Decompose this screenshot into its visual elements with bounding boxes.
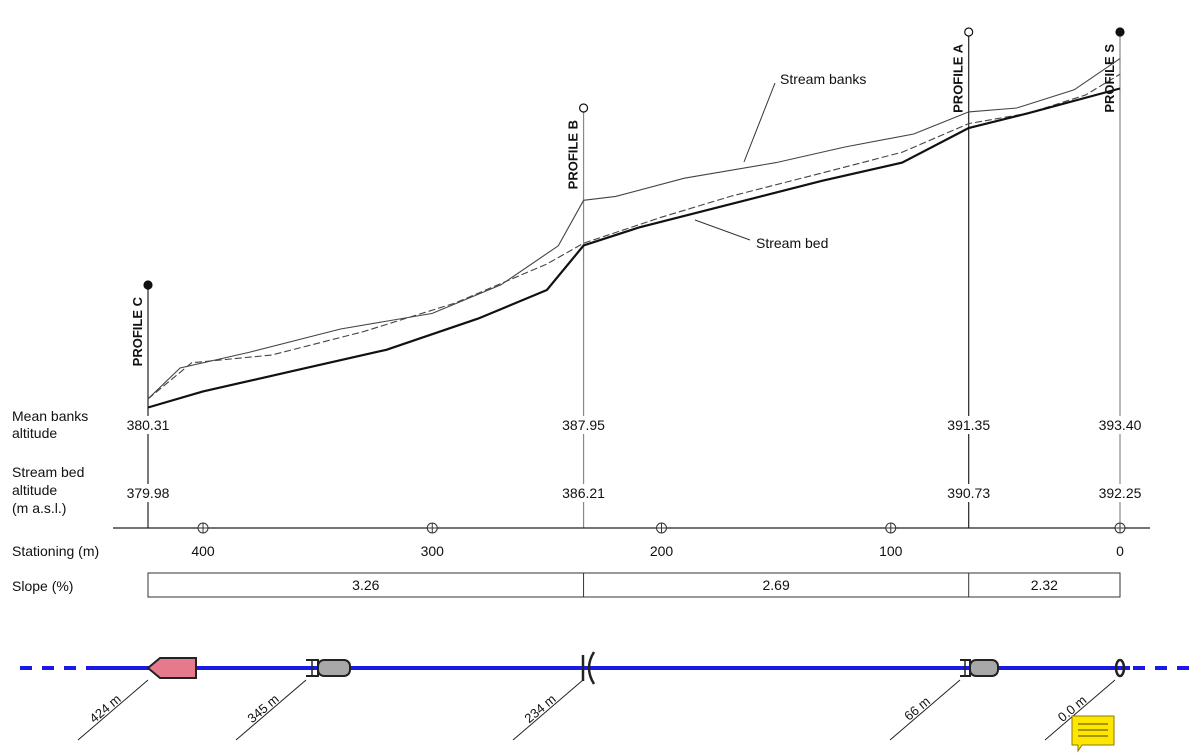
series-line-2 [147,87,1121,409]
profile-marker-2 [964,27,974,37]
profile-name-1: PROFILE B [566,120,581,189]
station-label-4: 0 [1116,543,1124,559]
outlet-structure-icon [146,657,197,679]
mean-banks-value-2: 391.35 [947,417,990,433]
banks-leader-line [743,82,776,163]
comment-note-icon[interactable] [1071,715,1115,753]
slope-value-2: 2.32 [1031,577,1058,593]
bed-altitude-value-1: 386.21 [562,485,605,501]
station-label-2: 200 [650,543,674,559]
banks-annotation: Stream banks [780,71,866,87]
distance-label-2: 234 m [521,691,558,726]
culvert-345-icon [306,659,351,677]
profile-name-3: PROFILE S [1102,44,1117,113]
profile-name-2: PROFILE A [951,43,966,112]
mean-banks-value-3: 393.40 [1099,417,1142,433]
profile-marker-3 [1115,27,1125,37]
bridge-icon [581,651,596,685]
altitude-values: 380.31 379.98 387.95 386.21 391.35 390.73 393.… [124,416,1144,502]
slope-value-0: 3.26 [352,577,379,593]
stationing-label: Stationing (m) [12,543,99,559]
station-label-0: 400 [191,543,215,559]
profile-lines: PROFILE C PROFILE B PROFILE A PROFILE S [130,27,1125,528]
distance-leader-2 [512,679,584,741]
mean-banks-value-0: 380.31 [127,417,170,433]
slope-box [147,572,1121,598]
bed-altitude-label: Stream bed altitude (m a.s.l.) [12,464,84,516]
channel-structures [146,651,1126,685]
bed-leader-line [694,219,751,241]
value-backdrop [1096,484,1144,502]
bed-altitude-value-3: 392.25 [1099,485,1142,501]
source-icon [1114,658,1126,678]
culvert-66-icon [960,659,999,677]
slope-label: Slope (%) [12,578,73,594]
slope-row: 3.26 2.69 2.32 [147,572,1121,598]
series-line-0 [147,58,1121,400]
bed-annotation: Stream bed [756,235,828,251]
value-backdrop [124,416,172,434]
distance-label-0: 424 m [86,691,123,726]
bed-altitude-value-0: 379.98 [127,485,170,501]
distance-leader-0 [77,679,149,741]
value-backdrop [945,416,993,434]
structure-distances: 424 m 345 m 234 m 66 m 0.0 m [77,679,1116,741]
value-backdrop [560,484,608,502]
stationing-ticks: 400 300 200 100 0 [191,522,1126,559]
value-backdrop [560,416,608,434]
distance-leader-4 [1044,679,1116,741]
station-label-1: 300 [421,543,445,559]
mean-banks-value-1: 387.95 [562,417,605,433]
bed-altitude-value-2: 390.73 [947,485,990,501]
profile-marker-0 [143,280,153,290]
distance-leader-3 [889,679,961,741]
slope-value-1: 2.69 [763,577,790,593]
value-backdrop [124,484,172,502]
mean-banks-label: Mean banks altitude [12,408,88,441]
station-label-3: 100 [879,543,903,559]
value-backdrop [1096,416,1144,434]
profile-marker-1 [578,103,589,113]
profile-series [147,58,1121,409]
distance-label-1: 345 m [244,691,281,726]
value-backdrop [945,484,993,502]
series-line-1 [147,73,1121,400]
profile-name-0: PROFILE C [130,296,145,366]
distance-label-3: 66 m [901,694,933,724]
distance-leader-1 [235,679,307,741]
